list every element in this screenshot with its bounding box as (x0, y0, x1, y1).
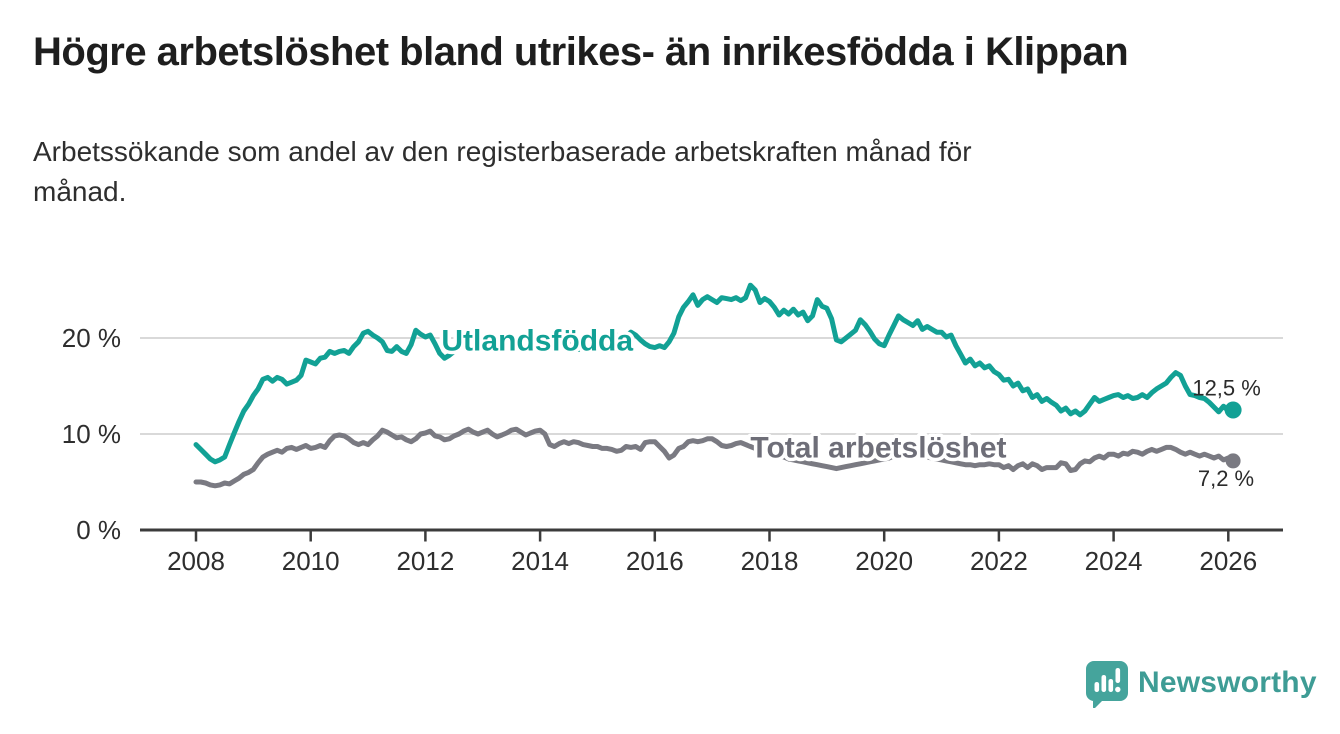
x-tick-label: 2010 (282, 546, 340, 576)
x-tick-label: 2024 (1085, 546, 1143, 576)
end-value-label-utlandsfodda: 12,5 % (1192, 375, 1261, 400)
series-end-dot-utlandsfodda (1224, 401, 1242, 419)
series-label-utlandsfodda: Utlandsfödda (441, 324, 633, 357)
bar-chart-speech-bubble-icon (1086, 661, 1128, 708)
series-label-total-arbetsloshet: Total arbetslöshet (750, 431, 1006, 464)
x-tick-label: 2012 (396, 546, 454, 576)
x-tick-label: 2020 (855, 546, 913, 576)
x-tick-label: 2022 (970, 546, 1028, 576)
chart-title: Högre arbetslöshet bland utrikes- än inr… (33, 30, 1129, 74)
y-axis-label: 20 % (62, 323, 121, 353)
x-tick-label: 2016 (626, 546, 684, 576)
newsworthy-logo: Newsworthy (1085, 658, 1317, 708)
newsworthy-logo-text: Newsworthy (1138, 666, 1317, 699)
y-axis-label: 0 % (76, 515, 121, 545)
series-line-utlandsfodda (193, 282, 1236, 465)
x-tick-label: 2026 (1199, 546, 1257, 576)
x-tick-label: 2014 (511, 546, 569, 576)
chart-subtitle: Arbetssökande som andel av den registerb… (33, 136, 972, 208)
end-value-label-total-arbetsloshet: 7,2 % (1198, 466, 1254, 491)
series-end-dot-total-arbetsloshet (1225, 453, 1241, 469)
x-tick-label: 2018 (741, 546, 799, 576)
y-axis-label: 10 % (62, 419, 121, 449)
x-tick-label: 2008 (167, 546, 225, 576)
series-line-total-arbetsloshet (193, 426, 1236, 489)
